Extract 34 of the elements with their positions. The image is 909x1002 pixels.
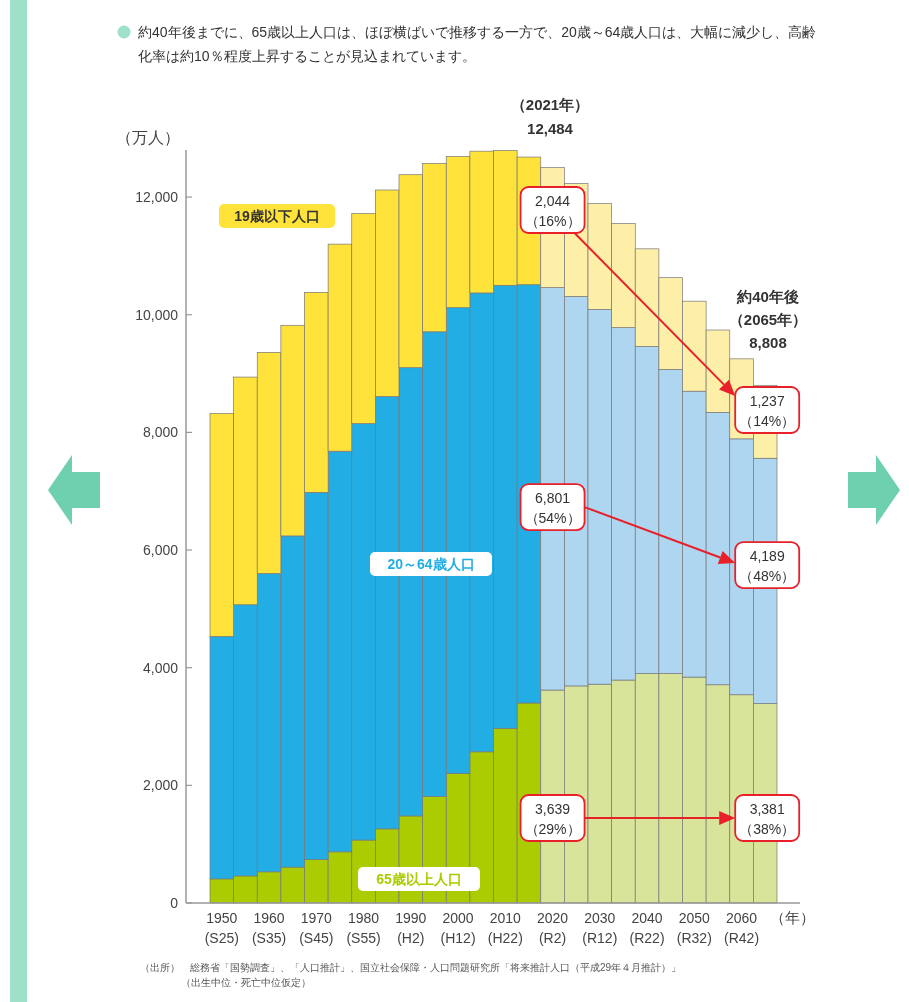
x-tick-label: 2040 (R22) [629,910,665,946]
x-tick-label: 2010 (H22) [487,910,523,946]
y-tick-label: 12,000 [135,189,179,206]
y-tick-label: 8,000 [142,424,179,441]
x-tick-label: 1990 (H2) [395,910,427,946]
x-tick-label: 2050 (R32) [676,910,712,946]
annotation: 3,639 （29%） [524,800,581,837]
x-tick-label: 1980 (S55) [346,910,381,946]
annotation: 6,801 （54%） [524,490,581,527]
text: （出所） 総務省「国勢調査」、「人口推計」、国立社会保障・人口問題研究所「将来推計人口（平成29年４月推計）」（出生中位・死亡中位仮定） [140,962,682,988]
x-tick-label: 1950 (S25) [204,910,239,946]
x-tick-label: 2000 (H12) [440,910,476,946]
annotation: 1,237 （14%） [739,393,796,430]
series-label: 19歳以下人口 [234,208,320,224]
x-tick-label: 1970 (S45) [299,910,334,946]
annotation: 3,381 （38%） [739,800,796,837]
annotation: 約40年後（2065年） 8,808 [728,288,808,351]
x-tick-label: 2060 (R42) [724,910,760,946]
y-tick-label: 2,000 [142,777,179,794]
y-axis-title: （万人） [116,129,180,146]
series-label: 65歳以上人口 [376,871,462,887]
annotation: 4,189 （48%） [739,548,796,585]
x-tick-label: 1960 (S35) [251,910,287,946]
text: （2021年） 12,484 [510,96,590,137]
y-tick-label: 6,000 [142,542,179,559]
y-tick-label: 4,000 [142,659,179,676]
x-tick-label: 2030 (R12) [582,910,618,946]
series-label: 20～64歳人口 [387,556,475,572]
x-tick-label: 2020 (R2) [536,910,569,946]
annotation: 2,044 （16%） [524,193,581,229]
x-axis-title: （年） [769,909,815,926]
y-tick-label: 10,000 [135,306,179,323]
title: 約40年後までに、65歳以上人口は、ほぼ横ばいで推移する一方で、20歳～64歳人口は、大幅に減少し、高齢化率は約10％程度上昇することが見込まれています。 [117,24,817,64]
y-tick-label: 0 [170,895,179,911]
